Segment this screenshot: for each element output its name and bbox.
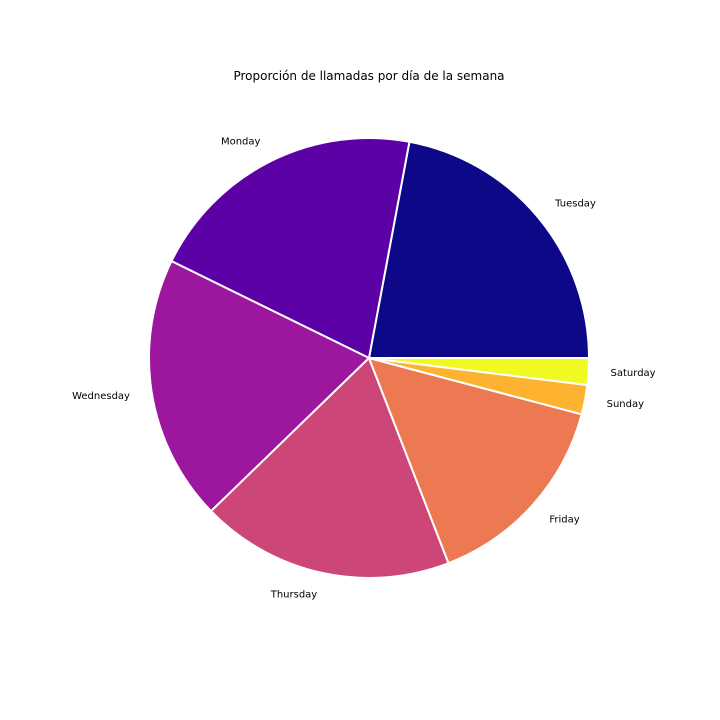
pie-label-friday: Friday — [549, 514, 579, 525]
pie-label-wednesday: Wednesday — [72, 391, 130, 402]
pie-slice-monday — [170, 137, 411, 360]
pie-label-thursday: Thursday — [270, 589, 318, 600]
pie-label-sunday: Sunday — [607, 399, 644, 410]
pie-label-tuesday: Tuesday — [554, 198, 596, 209]
pie-labels: Tuesday Monday Wednesday Thursday Friday Sund… — [72, 137, 656, 601]
pie-label-monday: Monday — [221, 137, 261, 148]
pie-slice-thursday — [209, 356, 450, 579]
pie-slice-wednesday — [148, 259, 371, 513]
pie-slice-tuesday — [367, 140, 591, 359]
pie-slice-saturday — [368, 357, 591, 387]
pie-slices — [148, 137, 591, 579]
pie-slice-friday — [367, 356, 583, 565]
pie-label-saturday: Saturday — [611, 368, 656, 379]
chart-title: Proporción de llamadas por día de la sem… — [233, 69, 504, 83]
